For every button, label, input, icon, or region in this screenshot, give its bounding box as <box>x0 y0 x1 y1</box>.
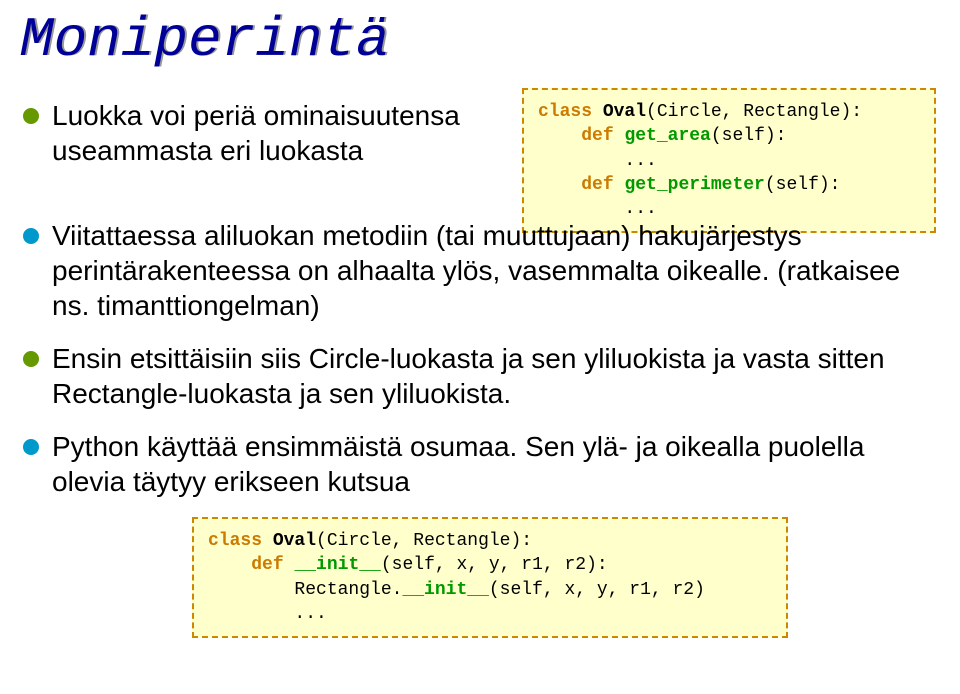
bullet-icon <box>22 341 52 368</box>
bullet-row: Luokka voi periä ominaisuutensa useammas… <box>22 98 938 168</box>
code-text: ... <box>294 604 326 624</box>
bullet-icon <box>22 429 52 456</box>
code-box-bottom: class Oval(Circle, Rectangle): def __ini… <box>192 517 788 638</box>
cls: Oval <box>273 531 316 551</box>
content-area: Luokka voi periä ominaisuutensa useammas… <box>22 98 938 638</box>
fn: __init__ <box>402 580 488 600</box>
bullet-row: Viitattaessa aliluokan metodiin (tai muu… <box>22 218 938 323</box>
page-title: Moniperintä Moniperintä <box>20 8 390 72</box>
code-text: Rectangle. <box>294 580 402 600</box>
bullet-text: Ensin etsittäisiin siis Circle-luokasta … <box>52 341 938 411</box>
code-text: (self, x, y, r1, r2): <box>381 555 608 575</box>
bullet-text: Luokka voi periä ominaisuutensa useammas… <box>52 98 512 168</box>
kw: def <box>251 555 283 575</box>
bullet-text: Python käyttää ensimmäistä osumaa. Sen y… <box>52 429 938 499</box>
bullet-row: Python käyttää ensimmäistä osumaa. Sen y… <box>22 429 938 499</box>
bullet-icon <box>22 98 52 125</box>
bullet-row: Ensin etsittäisiin siis Circle-luokasta … <box>22 341 938 411</box>
kw: class <box>208 531 262 551</box>
code-text: (Circle, Rectangle): <box>316 531 532 551</box>
bullet-icon <box>22 218 52 245</box>
bullet-text: Viitattaessa aliluokan metodiin (tai muu… <box>52 218 938 323</box>
fn: __init__ <box>294 555 380 575</box>
title-main: Moniperintä <box>20 8 390 72</box>
code-text: (self, x, y, r1, r2) <box>489 580 705 600</box>
